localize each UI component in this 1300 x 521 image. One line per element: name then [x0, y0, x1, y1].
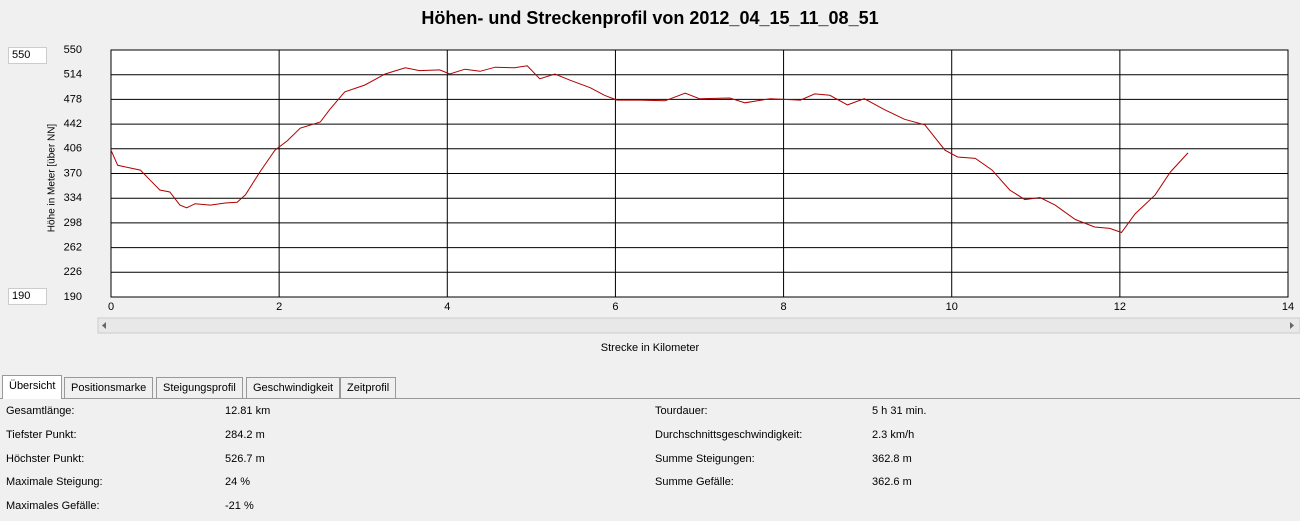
- summary-value: 12.81 km: [225, 405, 271, 417]
- y-tick-label: 370: [64, 167, 82, 179]
- x-tick-label: 14: [1282, 301, 1294, 313]
- summary-label: Gesamtlänge:: [6, 405, 75, 417]
- tab[interactable]: Geschwindigkeit: [246, 377, 341, 398]
- x-tick-label: 4: [444, 301, 450, 313]
- x-tick-label: 6: [612, 301, 618, 313]
- summary-value: 362.6 m: [872, 476, 912, 488]
- tab[interactable]: Positionsmarke: [64, 377, 154, 398]
- summary-value: 526.7 m: [225, 453, 265, 465]
- tab[interactable]: Zeitprofil: [340, 377, 397, 398]
- chart-title: Höhen- und Streckenprofil von 2012_04_15…: [421, 8, 878, 28]
- summary-label: Summe Steigungen:: [655, 453, 755, 465]
- y-tick-label: 298: [64, 217, 82, 229]
- y-tick-label: 190: [64, 291, 82, 303]
- summary-label: Maximale Steigung:: [6, 476, 103, 488]
- summary-label: Höchster Punkt:: [6, 453, 85, 465]
- chart: Höhen- und Streckenprofil von 2012_04_15…: [47, 8, 1300, 354]
- summary-label: Durchschnittsgeschwindigkeit:: [655, 429, 803, 441]
- y-tick-label: 334: [64, 192, 82, 204]
- summary-value: 2.3 km/h: [872, 429, 915, 441]
- y-axis-label: Höhe in Meter [über NN]: [47, 124, 58, 233]
- summary-value: 24 %: [225, 476, 251, 488]
- y-tick-label: 550: [64, 44, 82, 56]
- summary-label: Tourdauer:: [655, 405, 708, 417]
- min-input[interactable]: 190: [8, 288, 47, 305]
- scroll-left[interactable]: [102, 322, 106, 329]
- x-tick-label: 0: [108, 301, 114, 313]
- summary-value: 362.8 m: [872, 453, 912, 465]
- scrollbar[interactable]: [97, 317, 1300, 334]
- summary-value: 5 h 31 min.: [872, 405, 927, 417]
- elevation-line: [110, 65, 1189, 234]
- summary-label: Maximales Gefälle:: [6, 500, 100, 512]
- scroll-right[interactable]: [1290, 322, 1294, 329]
- y-tick-label: 226: [64, 266, 82, 278]
- y-tick-label: 262: [64, 242, 82, 254]
- summary-label: Tiefster Punkt:: [6, 429, 77, 441]
- x-tick-label: 8: [781, 301, 787, 313]
- max-input[interactable]: 550: [8, 47, 47, 64]
- y-tick-label: 514: [64, 69, 82, 81]
- y-tick-label: 442: [64, 118, 82, 130]
- summary-value: 284.2 m: [225, 429, 265, 441]
- tab[interactable]: Steigungsprofil: [156, 377, 243, 398]
- tab-panel: [0, 398, 1300, 521]
- x-tick-label: 2: [276, 301, 282, 313]
- y-tick-label: 478: [64, 93, 82, 105]
- x-tick-label: 12: [1114, 301, 1126, 313]
- y-tick-label: 406: [64, 143, 82, 155]
- tab[interactable]: Übersicht: [2, 375, 63, 399]
- summary-value: -21 %: [225, 500, 254, 512]
- x-tick-label: 10: [946, 301, 958, 313]
- x-axis-label: Strecke in Kilometer: [601, 342, 700, 354]
- summary-label: Summe Gefälle:: [655, 476, 734, 488]
